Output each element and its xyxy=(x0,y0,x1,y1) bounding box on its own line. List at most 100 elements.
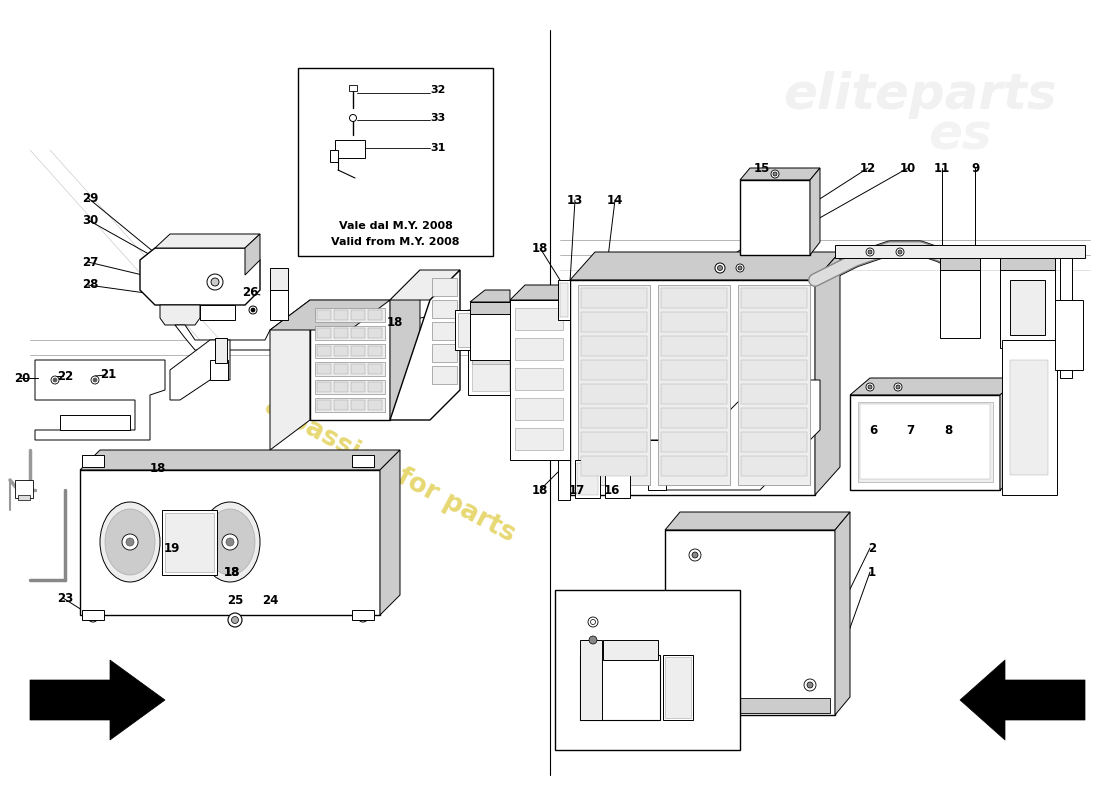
Bar xyxy=(580,655,660,720)
Bar xyxy=(468,340,513,395)
Bar xyxy=(82,455,104,467)
Bar xyxy=(432,366,456,384)
Text: 25: 25 xyxy=(227,594,243,606)
Text: 15: 15 xyxy=(754,162,770,174)
Bar xyxy=(575,460,600,498)
Bar xyxy=(351,310,365,320)
Bar xyxy=(560,283,568,317)
Circle shape xyxy=(222,534,238,550)
Bar xyxy=(470,310,510,360)
Bar xyxy=(315,362,385,376)
Circle shape xyxy=(804,679,816,691)
Bar xyxy=(580,640,602,720)
Circle shape xyxy=(591,619,595,625)
Text: 18: 18 xyxy=(387,315,404,329)
Bar xyxy=(738,285,810,485)
Text: 30: 30 xyxy=(81,214,98,226)
Circle shape xyxy=(126,538,134,546)
Circle shape xyxy=(771,170,779,178)
Circle shape xyxy=(53,378,57,382)
Bar xyxy=(368,346,382,356)
Text: 22: 22 xyxy=(57,370,73,382)
Bar xyxy=(1000,258,1055,270)
Text: 6: 6 xyxy=(869,423,877,437)
Text: 9: 9 xyxy=(971,162,979,174)
Circle shape xyxy=(207,274,223,290)
Bar xyxy=(270,268,288,290)
Polygon shape xyxy=(815,252,840,495)
Circle shape xyxy=(211,278,219,286)
Bar xyxy=(270,290,288,320)
Text: 8: 8 xyxy=(944,423,953,437)
Bar xyxy=(315,344,385,358)
Bar xyxy=(581,312,647,332)
Text: eliteparts: eliteparts xyxy=(783,71,1057,119)
Bar xyxy=(315,380,385,394)
Text: 18: 18 xyxy=(223,566,240,578)
Bar xyxy=(368,382,382,392)
Bar xyxy=(352,455,374,467)
Text: 18: 18 xyxy=(223,566,240,578)
Bar xyxy=(858,402,993,482)
Text: 7: 7 xyxy=(906,423,914,437)
Bar xyxy=(317,328,331,338)
Bar xyxy=(940,258,980,270)
Circle shape xyxy=(689,549,701,561)
Polygon shape xyxy=(390,270,460,300)
Bar xyxy=(315,326,385,340)
Bar xyxy=(1055,300,1084,370)
Polygon shape xyxy=(510,300,570,460)
Bar xyxy=(661,360,727,380)
Polygon shape xyxy=(390,270,460,420)
Text: 11: 11 xyxy=(934,162,950,174)
Polygon shape xyxy=(270,300,310,450)
Ellipse shape xyxy=(205,509,255,575)
Bar xyxy=(741,360,807,380)
Bar xyxy=(741,312,807,332)
Bar xyxy=(317,310,331,320)
Bar xyxy=(432,300,456,318)
Ellipse shape xyxy=(200,502,260,582)
Bar xyxy=(581,432,647,452)
Bar xyxy=(666,657,691,718)
Bar xyxy=(351,400,365,410)
Circle shape xyxy=(91,615,95,619)
Text: 3: 3 xyxy=(726,682,734,692)
Bar xyxy=(741,336,807,356)
Circle shape xyxy=(249,306,257,314)
Bar xyxy=(214,338,227,363)
Bar xyxy=(330,150,338,162)
Polygon shape xyxy=(740,180,810,255)
Bar xyxy=(661,408,727,428)
Polygon shape xyxy=(666,512,850,530)
Circle shape xyxy=(94,378,97,382)
Polygon shape xyxy=(740,168,820,180)
Bar xyxy=(556,590,740,750)
Text: Vale dal M.Y. 2008: Vale dal M.Y. 2008 xyxy=(339,221,452,231)
Bar xyxy=(351,382,365,392)
Bar xyxy=(515,368,563,390)
Bar xyxy=(581,408,647,428)
Circle shape xyxy=(807,682,813,688)
Bar xyxy=(661,384,727,404)
Bar xyxy=(581,288,647,308)
Bar xyxy=(15,480,33,498)
Circle shape xyxy=(868,250,872,254)
Bar xyxy=(515,338,563,360)
Bar xyxy=(458,313,482,347)
Polygon shape xyxy=(1000,378,1020,490)
Polygon shape xyxy=(160,305,200,325)
Text: 18: 18 xyxy=(150,462,166,474)
Circle shape xyxy=(51,376,59,384)
Circle shape xyxy=(122,534,138,550)
Text: 16: 16 xyxy=(604,483,620,497)
Bar xyxy=(658,285,730,485)
Circle shape xyxy=(231,617,239,623)
Bar xyxy=(334,364,348,374)
Bar xyxy=(1060,258,1072,378)
Bar xyxy=(1010,360,1048,475)
Circle shape xyxy=(738,266,742,270)
Polygon shape xyxy=(245,234,260,275)
Text: 5: 5 xyxy=(726,635,734,645)
Polygon shape xyxy=(35,360,165,440)
